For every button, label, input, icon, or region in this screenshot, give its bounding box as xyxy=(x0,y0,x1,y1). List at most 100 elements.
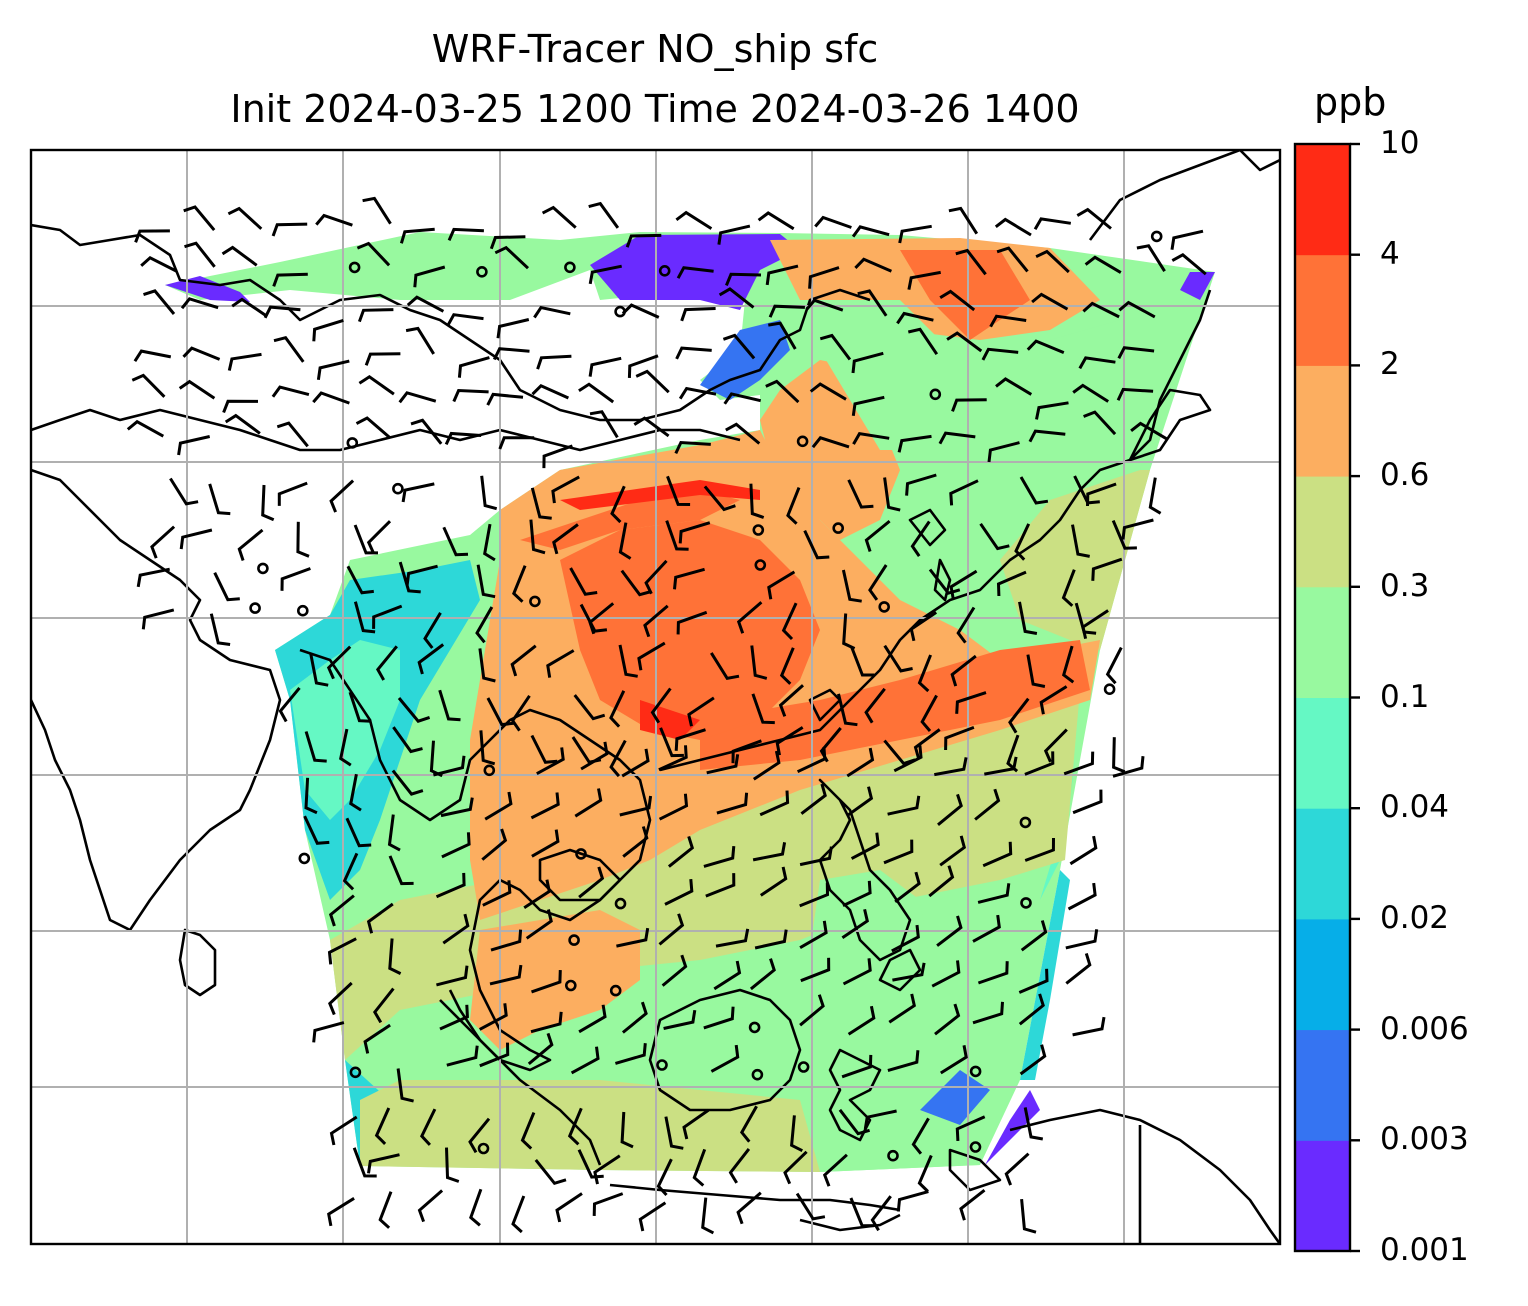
wind-barb xyxy=(956,606,976,644)
wind-barb xyxy=(800,957,831,983)
wind-barb xyxy=(907,327,939,356)
wind-barb xyxy=(177,435,211,456)
wind-barb xyxy=(179,528,213,550)
wind-barb xyxy=(710,1044,740,1073)
wind-barb xyxy=(767,570,796,600)
wind-barb xyxy=(675,210,713,230)
colorbar-segment xyxy=(1295,254,1350,366)
wind-barb xyxy=(959,1189,986,1221)
wind-barb xyxy=(303,815,330,845)
wind-barb xyxy=(1116,387,1154,401)
wind-barb xyxy=(339,728,352,767)
wind-barb xyxy=(352,1147,377,1178)
wind-barb xyxy=(1067,882,1097,911)
wind-barb xyxy=(1086,482,1117,507)
wind-barb xyxy=(799,846,833,867)
wind-barb xyxy=(277,481,308,506)
wind-barb xyxy=(937,793,963,826)
wind-barb xyxy=(757,211,795,231)
wind-barb xyxy=(940,1045,968,1075)
calm-circle xyxy=(564,261,576,274)
wind-barb xyxy=(911,1117,930,1155)
wind-barb xyxy=(366,902,394,934)
wind-barb xyxy=(353,601,376,634)
wind-barb xyxy=(725,422,761,445)
wind-barb xyxy=(1072,1016,1106,1037)
wind-barb xyxy=(710,652,740,681)
wind-barb xyxy=(1028,429,1066,443)
wind-barb xyxy=(442,526,469,557)
wind-barb xyxy=(1004,1152,1030,1186)
wind-barb xyxy=(588,602,615,635)
wind-barb xyxy=(1081,609,1109,640)
wind-barb xyxy=(355,416,391,439)
wind-barb xyxy=(483,523,496,562)
wind-barb xyxy=(573,694,606,721)
wind-barb xyxy=(984,756,1018,776)
wind-barb xyxy=(664,878,694,906)
wind-barb xyxy=(658,745,688,772)
wind-barb xyxy=(592,1192,624,1216)
wind-barb xyxy=(939,289,976,312)
wind-barb xyxy=(479,1042,510,1068)
wind-barb xyxy=(790,1115,803,1153)
wind-barb xyxy=(799,920,828,949)
wind-barb xyxy=(423,612,442,649)
wind-barb xyxy=(892,962,926,982)
wind-barb xyxy=(1043,728,1068,763)
wind-barb xyxy=(445,1147,460,1183)
wind-barb xyxy=(805,298,844,312)
wind-barb xyxy=(849,1197,875,1228)
wind-barb xyxy=(231,297,268,318)
wind-barb xyxy=(736,601,763,634)
wind-barb xyxy=(674,440,711,455)
wind-barb xyxy=(348,691,372,723)
wind-barb xyxy=(883,644,913,673)
wind-barb xyxy=(673,567,706,590)
wind-barb xyxy=(489,964,523,986)
wind-barb xyxy=(479,730,496,766)
colorbar xyxy=(1293,142,1360,1253)
wind-barb xyxy=(622,826,649,858)
wind-barb xyxy=(438,689,461,722)
wind-barb xyxy=(621,748,650,778)
wind-barb xyxy=(184,241,216,268)
wind-barb xyxy=(413,265,446,288)
wind-barb xyxy=(1171,252,1207,276)
wind-barb xyxy=(1170,229,1204,250)
calm-circle xyxy=(797,1061,810,1073)
wind-barb xyxy=(358,374,395,396)
wind-barb xyxy=(846,747,875,778)
wind-barb xyxy=(1033,217,1072,231)
wind-barb xyxy=(529,519,546,555)
colorbar-segment xyxy=(1295,918,1350,1031)
wind-barb xyxy=(420,1108,437,1146)
wind-barb xyxy=(530,1011,563,1034)
wind-barb xyxy=(888,993,916,1024)
wind-barb xyxy=(783,1150,808,1185)
wind-barb xyxy=(616,927,650,948)
tracer-field xyxy=(165,232,1215,1172)
wind-barb xyxy=(795,1192,826,1221)
calm-circle xyxy=(748,1021,761,1034)
wind-barb xyxy=(948,206,979,235)
wind-barb xyxy=(703,845,736,868)
wind-barb xyxy=(273,335,305,363)
wind-barb xyxy=(510,694,531,732)
wind-barb xyxy=(846,786,874,818)
wind-barb xyxy=(141,608,175,630)
wind-barb xyxy=(950,654,977,687)
wind-barb xyxy=(905,473,937,496)
wind-barb xyxy=(512,565,527,603)
wind-barb xyxy=(1019,476,1049,505)
calm-circle xyxy=(349,1066,362,1079)
colorbar-segment xyxy=(1295,697,1350,809)
wind-barb xyxy=(357,308,394,323)
wind-barb xyxy=(989,314,1027,328)
wind-barb xyxy=(433,755,466,777)
wind-barb xyxy=(800,783,827,815)
wind-barb xyxy=(530,734,558,764)
wind-barb xyxy=(625,233,662,248)
wind-barb xyxy=(949,479,979,506)
wind-barb xyxy=(723,392,762,405)
